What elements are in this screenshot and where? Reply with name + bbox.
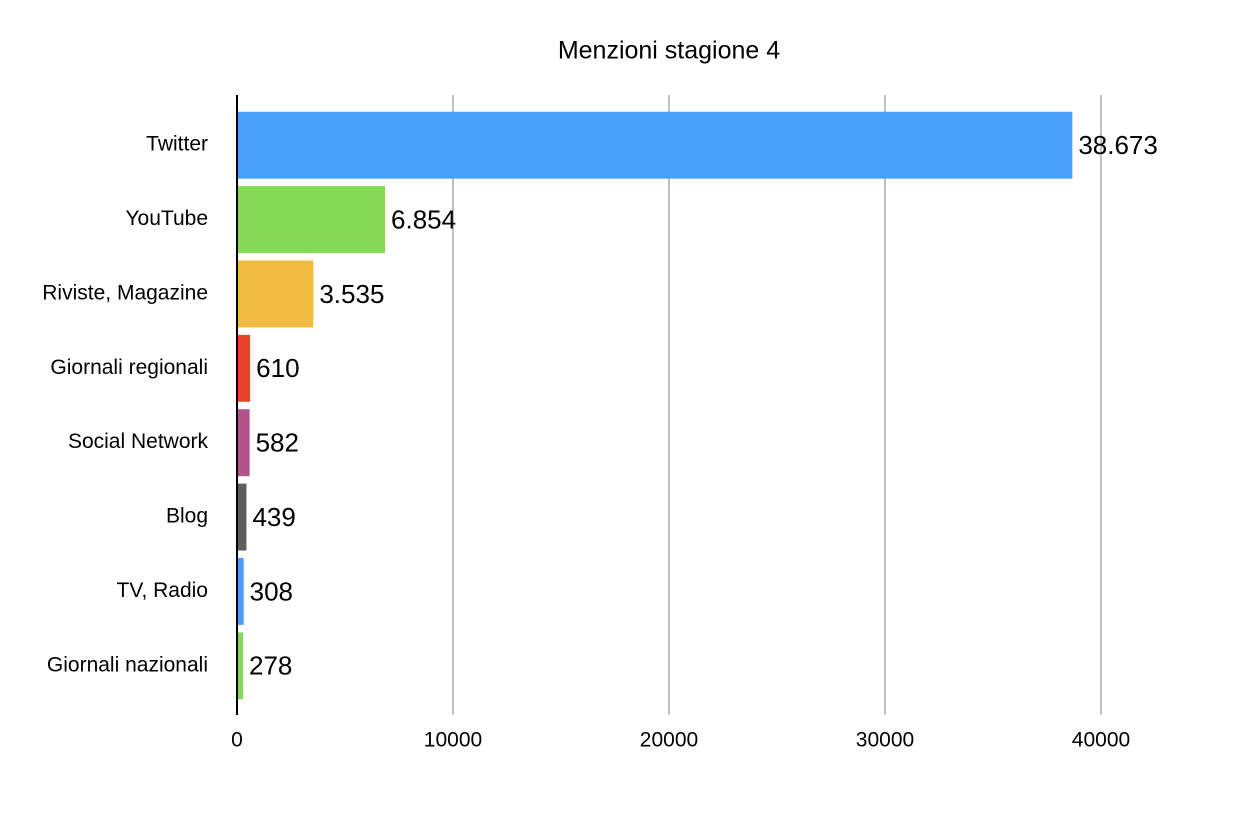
bar xyxy=(237,632,244,700)
value-label: 38.673 xyxy=(1078,130,1158,160)
bar xyxy=(237,557,244,625)
value-label: 6.854 xyxy=(391,204,456,234)
x-tick-label: 10000 xyxy=(424,729,482,752)
bar xyxy=(237,186,386,254)
y-tick-label: Giornali regionali xyxy=(50,356,208,379)
y-tick-label: TV, Radio xyxy=(117,579,208,602)
value-label: 610 xyxy=(256,353,299,383)
y-tick-label: YouTube xyxy=(125,207,208,230)
value-label: 439 xyxy=(252,502,295,532)
x-tick-label: 40000 xyxy=(1072,729,1130,752)
bar xyxy=(237,260,314,328)
bar xyxy=(237,483,247,551)
y-tick-label: Riviste, Magazine xyxy=(42,281,208,304)
y-tick-label: Blog xyxy=(166,505,208,528)
value-label: 278 xyxy=(249,651,292,681)
x-tick-label: 30000 xyxy=(856,729,914,752)
x-tick-label: 0 xyxy=(231,729,243,752)
y-tick-label: Social Network xyxy=(68,430,209,453)
value-label: 308 xyxy=(250,576,293,606)
bar xyxy=(237,409,250,477)
y-tick-label: Giornali nazionali xyxy=(47,653,208,676)
y-tick-label: Twitter xyxy=(146,133,208,156)
value-label: 3.535 xyxy=(319,279,384,309)
value-label: 582 xyxy=(256,428,299,458)
bar xyxy=(237,334,251,402)
bar xyxy=(237,111,1073,179)
chart-title: Menzioni stagione 4 xyxy=(558,37,780,65)
x-tick-label: 20000 xyxy=(640,729,698,752)
